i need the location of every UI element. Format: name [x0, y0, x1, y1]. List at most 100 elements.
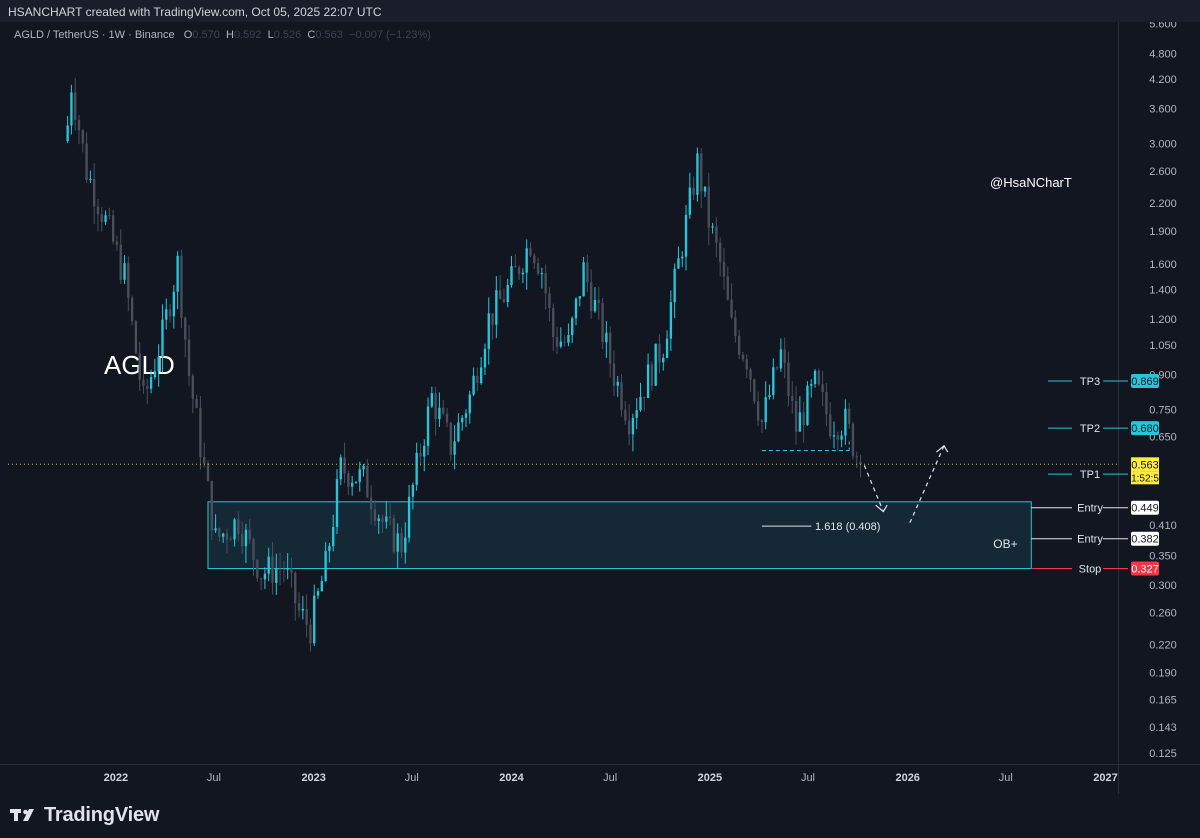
candle-body	[851, 423, 855, 457]
last-price-value: 0.563	[1131, 459, 1159, 471]
candle-body	[381, 518, 384, 522]
candle-body	[491, 313, 494, 325]
target-tp3-price: 0.869	[1131, 376, 1159, 388]
candle-body	[791, 396, 794, 401]
candle-body	[153, 371, 157, 378]
candle-body	[100, 214, 103, 222]
candle-body	[423, 445, 426, 457]
symbol-name[interactable]: AGLD / TetherUS · 1W · Binance	[14, 29, 175, 41]
candle-body	[616, 381, 619, 386]
candle-body	[476, 375, 479, 384]
candle-body	[400, 533, 403, 553]
candle-body	[309, 624, 312, 644]
candle-body	[388, 516, 392, 519]
candle-body	[559, 341, 563, 347]
candle-body	[745, 359, 748, 370]
candle-body	[643, 396, 646, 398]
candle-body	[305, 608, 308, 625]
candle-body	[817, 370, 820, 385]
candle-body	[844, 408, 847, 436]
time-tick-label: Jul	[405, 772, 419, 784]
candle-body	[161, 319, 164, 357]
candle-body	[650, 364, 654, 386]
candle-body	[278, 568, 282, 570]
candle-body	[737, 336, 741, 355]
candle-body	[199, 407, 202, 458]
candle-body	[624, 409, 627, 421]
candle-body	[506, 285, 509, 303]
candle-body	[396, 533, 399, 552]
candle-body	[66, 125, 69, 142]
candle-body	[434, 393, 437, 420]
candle-body	[840, 435, 843, 440]
candle-body	[813, 370, 817, 384]
candle-body	[627, 420, 631, 435]
last-price-badge	[1131, 457, 1159, 472]
candle-body	[77, 119, 81, 131]
candle-body	[328, 546, 331, 551]
candle-body	[85, 143, 88, 181]
candle-body	[457, 422, 460, 442]
candle-body	[134, 321, 138, 354]
candle-body	[631, 417, 635, 435]
candle-body	[203, 457, 206, 464]
stop-label: Stop	[1079, 564, 1102, 576]
entry-1-price: 0.382	[1131, 534, 1159, 546]
candle-body	[373, 509, 377, 521]
price-tick-label: 0.260	[1149, 607, 1177, 619]
candle-body	[335, 479, 339, 527]
candle-body	[271, 556, 274, 583]
candle-body	[263, 573, 267, 580]
candle-body	[294, 572, 297, 604]
candle-body	[715, 226, 718, 243]
candle-body	[301, 608, 305, 611]
candle-body	[366, 465, 369, 498]
candle-body	[779, 349, 783, 369]
candle-body	[498, 290, 502, 299]
price-tick-label: 3.000	[1149, 138, 1177, 150]
candle-body	[127, 263, 130, 298]
candle-body	[722, 261, 726, 277]
candle-body	[529, 248, 532, 256]
candle-body	[350, 482, 354, 487]
price-tick-label: 5.600	[1149, 22, 1177, 31]
price-tick-label: 3.600	[1149, 103, 1177, 115]
candle-body	[324, 550, 327, 582]
candle-body	[221, 533, 225, 537]
candle-body	[81, 130, 84, 144]
entry-1-badge	[1131, 531, 1159, 546]
candle-body	[571, 318, 574, 336]
candle-body	[407, 496, 411, 538]
price-tick-label: 1.200	[1149, 314, 1177, 326]
target-tp3-label: TP3	[1080, 376, 1100, 388]
candle-body	[608, 332, 612, 364]
time-tick-label: 2024	[499, 772, 524, 784]
projection-up-path	[909, 445, 945, 524]
candle-body	[794, 400, 798, 432]
candle-body	[635, 410, 638, 418]
chart-frame[interactable]: AGLD @HsaNCharT OB+ 1.618 (0.408) 5.600 4.800…	[0, 22, 1200, 794]
candle-body	[802, 412, 805, 425]
countdown-badge	[1131, 471, 1159, 485]
candle-body	[157, 356, 160, 372]
entry-1-label: Entry	[1077, 534, 1103, 546]
price-tick-label: 4.800	[1149, 48, 1177, 60]
candle-body	[142, 379, 145, 387]
candle-body	[108, 215, 111, 217]
price-tick-label: 0.220	[1149, 640, 1177, 652]
candle-body	[825, 391, 828, 415]
candle-body	[248, 529, 251, 540]
candle-body	[464, 413, 468, 418]
candle-body	[555, 337, 559, 347]
tradingview-logo[interactable]: TradingView	[10, 800, 159, 830]
candle-body	[146, 386, 149, 389]
candle-body	[362, 465, 365, 470]
candle-body	[240, 534, 244, 547]
time-tick-label: 2025	[698, 772, 722, 784]
candle-body	[741, 354, 745, 360]
candle-body	[70, 92, 73, 126]
candle-body	[764, 397, 767, 423]
candle-body	[411, 484, 415, 497]
candle-body	[783, 349, 786, 363]
